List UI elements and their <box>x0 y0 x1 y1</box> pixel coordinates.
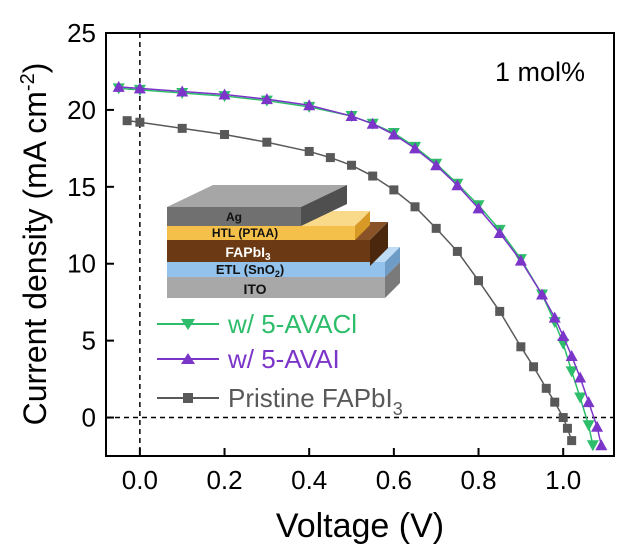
data-point-avai <box>387 128 400 140</box>
y-tick-label: 20 <box>67 95 96 125</box>
ag-layer-side <box>301 185 347 226</box>
data-point-avai <box>260 93 273 105</box>
device-structure-inset: ITO ETL (SnO2) FAPbI3 HTL (PTAA) Ag <box>167 185 400 298</box>
data-point-avai <box>536 288 549 300</box>
data-point-pristine <box>541 383 551 393</box>
data-point-pristine <box>122 116 132 126</box>
etl-label: ETL (SnO2) <box>216 262 284 279</box>
data-point-avai <box>582 396 595 408</box>
data-point-pristine <box>516 342 526 352</box>
data-point-avai <box>303 99 316 111</box>
perovskite-label: FAPbI3 <box>225 244 271 263</box>
ito-layer-side <box>385 262 400 298</box>
data-point-pristine <box>262 137 272 147</box>
data-point-pristine <box>368 171 378 181</box>
data-point-avai <box>591 420 604 432</box>
x-tick-label: 0.2 <box>206 465 242 495</box>
ag-label: Ag <box>226 210 242 224</box>
data-point-pristine <box>389 185 399 195</box>
data-point-avacl <box>574 392 587 404</box>
y-tick-label: 10 <box>67 249 96 279</box>
data-point-pristine <box>135 117 145 127</box>
data-point-avai <box>514 254 527 266</box>
data-point-avacl <box>565 366 578 378</box>
data-point-avacl <box>586 440 599 452</box>
ag-layer-top <box>167 185 347 207</box>
data-point-avai <box>112 80 125 92</box>
data-point-pristine <box>474 276 484 286</box>
data-point-avai <box>366 117 379 129</box>
perovskite-layer <box>167 240 370 262</box>
data-point-avai <box>218 88 231 100</box>
x-axis-label: Voltage (V) <box>276 507 444 545</box>
data-point-avai <box>176 85 189 97</box>
data-point-avacl <box>582 420 595 432</box>
data-point-pristine <box>220 130 230 140</box>
data-point-avai <box>595 439 608 451</box>
data-point-avai <box>345 110 358 122</box>
x-axis-ticks: 0.0 0.2 0.4 0.6 0.8 1.0 <box>122 448 581 495</box>
data-point-avai <box>451 179 464 191</box>
legend-marker-avai <box>181 353 195 364</box>
htl-layer <box>167 226 355 240</box>
data-point-pristine <box>567 436 577 446</box>
legend-marker-avacl <box>181 319 195 330</box>
legend: w/ 5-AVACl w/ 5-AVAI Pristine FAPbI3 <box>157 309 403 419</box>
legend-label-avai: w/ 5-AVAI <box>227 344 340 374</box>
legend-label-avacl: w/ 5-AVACl <box>227 309 357 339</box>
perovskite-layer-side <box>370 222 388 266</box>
data-point-avai <box>472 202 485 214</box>
legend-label-pristine: Pristine FAPbI3 <box>228 383 403 419</box>
data-point-pristine <box>347 160 357 170</box>
series-line-avacl <box>118 87 594 446</box>
data-point-pristine <box>304 146 314 156</box>
y-tick-label: 25 <box>67 18 96 48</box>
data-point-avai <box>409 142 422 154</box>
data-point-avai <box>574 371 587 383</box>
y-tick-label: 15 <box>67 172 96 202</box>
htl-layer-side <box>355 211 370 240</box>
x-tick-label: 0.6 <box>376 465 412 495</box>
ito-label: ITO <box>243 281 266 297</box>
data-point-pristine <box>562 423 572 433</box>
y-axis-ticks: 0 5 10 15 20 25 <box>67 18 114 433</box>
ag-layer <box>167 207 301 226</box>
data-point-avai <box>493 226 506 238</box>
data-point-avai <box>565 350 578 362</box>
series-line-pristine <box>127 119 573 441</box>
data-point-pristine <box>558 413 568 423</box>
ito-layer <box>167 277 385 298</box>
data-point-pristine <box>410 202 420 212</box>
y-axis-label: Current density (mA cm-2) <box>17 63 53 426</box>
plot-frame <box>105 32 615 457</box>
plot-area: 0.0 0.2 0.4 0.6 0.8 1.0 0 5 10 15 20 25 <box>67 18 615 495</box>
data-point-avai <box>430 159 443 171</box>
x-tick-label: 0.8 <box>460 465 496 495</box>
x-tick-label: 0.0 <box>122 465 158 495</box>
data-point-avai <box>548 311 561 323</box>
y-tick-label: 5 <box>82 326 96 356</box>
y-tick-label: 0 <box>82 403 96 433</box>
data-point-pristine <box>550 397 560 407</box>
legend-marker-pristine <box>183 393 193 403</box>
data-point-pristine <box>495 306 505 316</box>
series-layer <box>112 80 608 452</box>
data-point-avai <box>133 82 146 94</box>
etl-layer-side <box>385 247 400 277</box>
data-point-pristine <box>431 223 441 233</box>
etl-layer <box>167 262 385 277</box>
data-point-pristine <box>452 246 462 256</box>
x-tick-label: 1.0 <box>545 465 581 495</box>
htl-label: HTL (PTAA) <box>212 226 278 240</box>
x-tick-label: 0.4 <box>291 465 327 495</box>
data-point-pristine <box>177 123 187 133</box>
data-point-pristine <box>325 153 335 163</box>
concentration-annotation: 1 mol% <box>495 57 585 87</box>
data-point-avai <box>557 330 570 342</box>
data-point-pristine <box>529 362 539 372</box>
